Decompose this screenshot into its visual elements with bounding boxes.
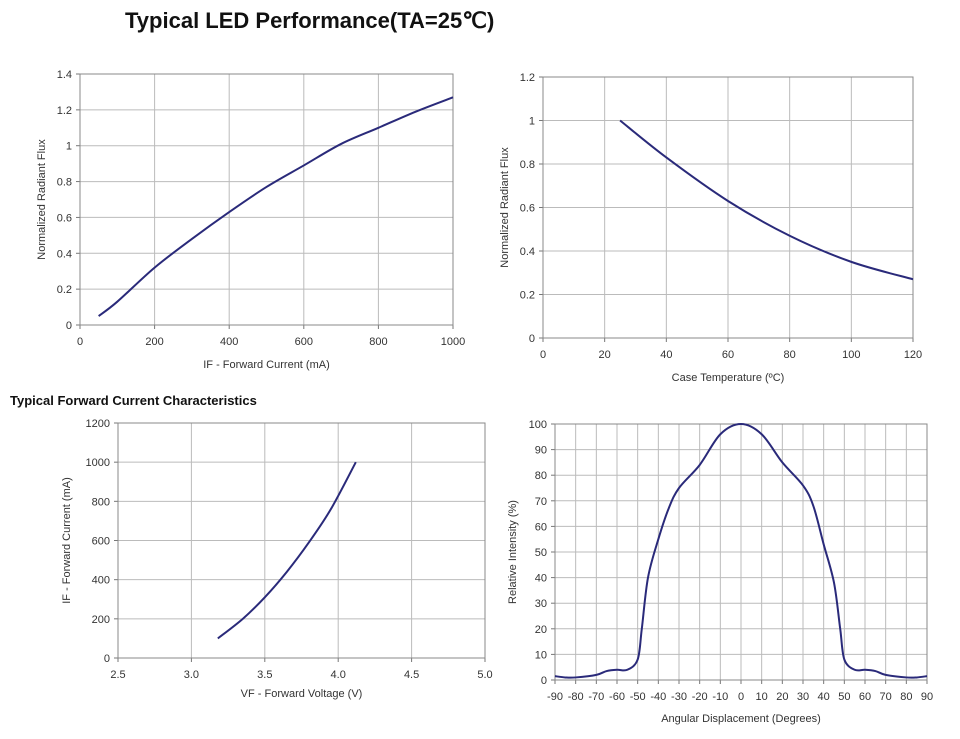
x-tick-label: 0	[77, 336, 83, 348]
x-axis-label: Case Temperature (ºC)	[672, 372, 785, 384]
x-tick-label: 50	[838, 691, 850, 703]
x-tick-label: 90	[921, 691, 933, 703]
y-tick-label: 70	[535, 496, 547, 508]
y-axis-label: IF - Forward Current (mA)	[61, 477, 73, 604]
data-series-line	[619, 119, 914, 281]
x-tick-label: -90	[547, 691, 563, 703]
x-tick-label: 120	[904, 349, 922, 361]
x-tick-label: 80	[784, 349, 796, 361]
plot-frame	[79, 73, 454, 326]
x-tick-label: 600	[295, 336, 313, 348]
chart-2: 0 20 40 60 80 100 120 0 0.2 0.4 0.6 0.8 1 1.2 Case Tem…	[499, 72, 922, 384]
x-axis-label: IF - Forward Current (mA)	[203, 359, 330, 371]
y-tick-label: 10	[535, 649, 547, 661]
y-axis-label: Relative Intensity (%)	[507, 500, 519, 604]
data-series-line	[98, 96, 454, 317]
y-tick-label: 0	[104, 653, 110, 665]
y-tick-label: 40	[535, 573, 547, 585]
x-tick-label: 20	[599, 349, 611, 361]
y-tick-label: 600	[92, 536, 110, 548]
chart-4: -90 -80 -70 -60 -50 -40 -30 -20 -10 0 10 20 30 40 50 60…	[507, 419, 933, 725]
y-tick-label: 1.4	[57, 69, 72, 81]
y-tick-label: 0	[66, 320, 72, 332]
y-tick-label: 80	[535, 470, 547, 482]
data-series-line	[217, 461, 357, 640]
x-tick-label: 1000	[441, 336, 465, 348]
chart-1: 0 200 400 600 800 1000 0 0.2 0.4 0.6 0.8 1 1.2 1.4 IF …	[36, 69, 465, 371]
x-tick-label: 5.0	[477, 669, 492, 681]
x-tick-label: 200	[145, 336, 163, 348]
y-tick-label: 0	[529, 333, 535, 345]
x-tick-label: -60	[609, 691, 625, 703]
y-tick-label: 20	[535, 624, 547, 636]
section-title: Typical Forward Current Characteristics	[10, 393, 257, 408]
y-tick-label: 0.4	[57, 248, 72, 260]
x-tick-label: -20	[692, 691, 708, 703]
x-tick-label: 4.0	[331, 669, 346, 681]
y-tick-label: 0.6	[57, 212, 72, 224]
x-tick-label: 800	[369, 336, 387, 348]
y-tick-label: 100	[529, 419, 547, 431]
chart-3: 2.5 3.0 3.5 4.0 4.5 5.0 0 200 400 600 800 1000 1200 V…	[61, 418, 493, 700]
y-tick-label: 0.8	[520, 159, 535, 171]
x-tick-label: 4.5	[404, 669, 419, 681]
y-tick-label: 1.2	[520, 72, 535, 84]
x-tick-label: 40	[818, 691, 830, 703]
plot-frame	[542, 76, 914, 339]
y-tick-label: 1000	[86, 457, 110, 469]
y-tick-label: 50	[535, 547, 547, 559]
x-tick-label: 30	[797, 691, 809, 703]
x-axis-label: VF - Forward Voltage (V)	[241, 688, 363, 700]
y-tick-label: 60	[535, 521, 547, 533]
y-tick-label: 0.2	[57, 284, 72, 296]
x-tick-label: 40	[660, 349, 672, 361]
x-tick-label: 80	[900, 691, 912, 703]
y-tick-label: 800	[92, 496, 110, 508]
x-tick-label: -30	[671, 691, 687, 703]
x-tick-label: 3.5	[257, 669, 272, 681]
y-axis-label: Normalized Radiant Flux	[499, 147, 511, 268]
x-tick-label: 100	[842, 349, 860, 361]
x-tick-label: 70	[880, 691, 892, 703]
page-title: Typical LED Performance(TA=25℃)	[125, 8, 495, 33]
y-tick-label: 1.2	[57, 105, 72, 117]
x-tick-label: 0	[540, 349, 546, 361]
y-tick-label: 90	[535, 445, 547, 457]
x-tick-label: 0	[738, 691, 744, 703]
x-tick-label: -10	[712, 691, 728, 703]
x-tick-label: 20	[776, 691, 788, 703]
x-tick-label: 10	[756, 691, 768, 703]
y-tick-label: 1	[66, 141, 72, 153]
x-tick-label: 2.5	[110, 669, 125, 681]
x-axis-label: Angular Displacement (Degrees)	[661, 713, 821, 725]
y-tick-label: 1200	[86, 418, 110, 430]
x-tick-label: -50	[630, 691, 646, 703]
x-tick-label: 3.0	[184, 669, 199, 681]
y-tick-label: 0.2	[520, 290, 535, 302]
plot-frame	[117, 422, 486, 659]
x-tick-label: 60	[859, 691, 871, 703]
y-tick-label: 400	[92, 575, 110, 587]
y-tick-label: 0.4	[520, 246, 535, 258]
y-tick-label: 1	[529, 116, 535, 128]
y-tick-label: 0	[541, 675, 547, 687]
x-tick-label: -80	[568, 691, 584, 703]
x-tick-label: -40	[650, 691, 666, 703]
y-tick-label: 30	[535, 598, 547, 610]
y-axis-label: Normalized Radiant Flux	[36, 139, 48, 260]
x-tick-label: 400	[220, 336, 238, 348]
y-tick-label: 200	[92, 614, 110, 626]
y-tick-label: 0.8	[57, 177, 72, 189]
y-tick-label: 0.6	[520, 203, 535, 215]
x-tick-label: -70	[588, 691, 604, 703]
x-tick-label: 60	[722, 349, 734, 361]
